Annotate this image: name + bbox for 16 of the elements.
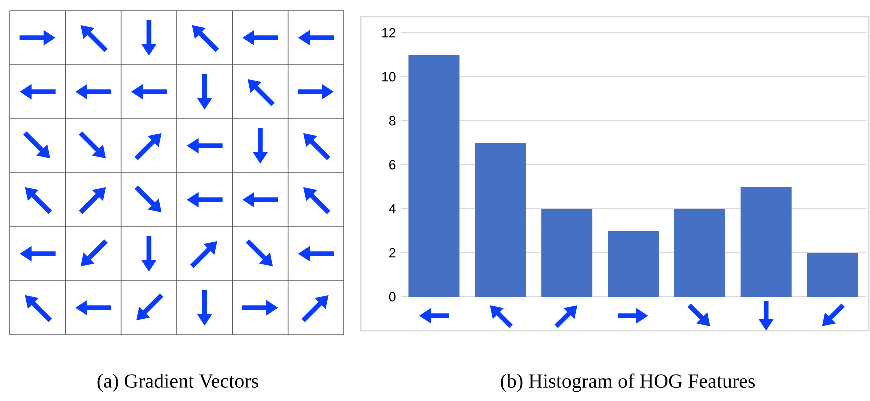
y-tick-label: 12	[382, 28, 396, 38]
text: (a) Gradient Vectors	[98, 374, 258, 392]
bar	[542, 209, 593, 297]
bar	[475, 143, 526, 297]
bar	[408, 55, 460, 297]
y-tick-label: 10	[382, 72, 396, 82]
bar	[807, 253, 858, 297]
y-tick-label: 0	[389, 292, 396, 302]
y-tick-label: 2	[390, 248, 396, 258]
y-tick-label: 6	[390, 160, 396, 170]
bar	[740, 187, 792, 297]
bar	[608, 231, 660, 297]
y-tick-label: 4	[389, 204, 396, 214]
text: (b) Histogram of HOG Features	[501, 374, 756, 392]
bar	[674, 209, 726, 297]
y-tick-label: 8	[389, 116, 396, 126]
